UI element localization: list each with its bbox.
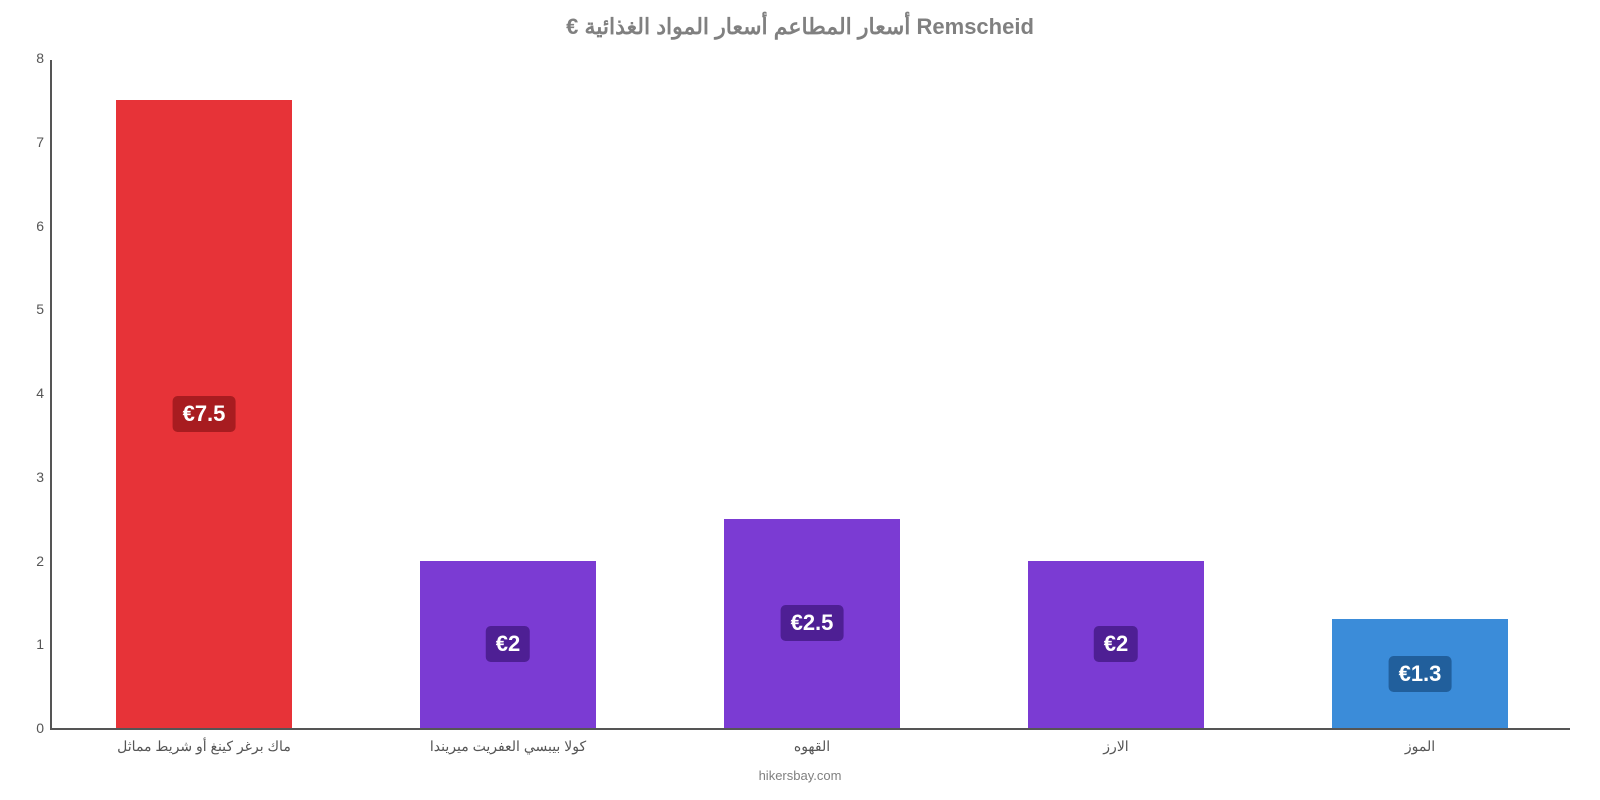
ytick-label: 1 <box>36 636 52 652</box>
ytick-label: 6 <box>36 218 52 234</box>
ytick-label: 2 <box>36 553 52 569</box>
xtick-label: كولا بيبسي العفريت ميريندا <box>430 728 586 755</box>
xtick-label: الارز <box>1103 728 1128 755</box>
xtick-label: القهوه <box>794 728 830 755</box>
value-badge: €2.5 <box>781 605 844 641</box>
xtick-label: الموز <box>1405 728 1435 755</box>
ytick-label: 5 <box>36 301 52 317</box>
value-badge: €1.3 <box>1389 656 1452 692</box>
ytick-label: 8 <box>36 50 52 66</box>
chart-title: € أسعار المطاعم أسعار المواد الغذائية Re… <box>0 14 1600 40</box>
attribution: hikersbay.com <box>0 768 1600 783</box>
xtick-label: ماك برغر كينغ أو شريط مماثل <box>117 728 291 755</box>
ytick-label: 7 <box>36 134 52 150</box>
ytick-label: 4 <box>36 385 52 401</box>
value-badge: €7.5 <box>173 396 236 432</box>
ytick-label: 3 <box>36 469 52 485</box>
plot-area: €7.5€2€2.5€2€1.3 012345678ماك برغر كينغ … <box>50 60 1570 730</box>
value-badge: €2 <box>486 626 530 662</box>
ytick-label: 0 <box>36 720 52 736</box>
chart-container: € أسعار المطاعم أسعار المواد الغذائية Re… <box>0 0 1600 800</box>
bars-layer: €7.5 €2 €2.5 €2 €1.3 <box>52 60 1570 728</box>
value-badge: €2 <box>1094 626 1138 662</box>
